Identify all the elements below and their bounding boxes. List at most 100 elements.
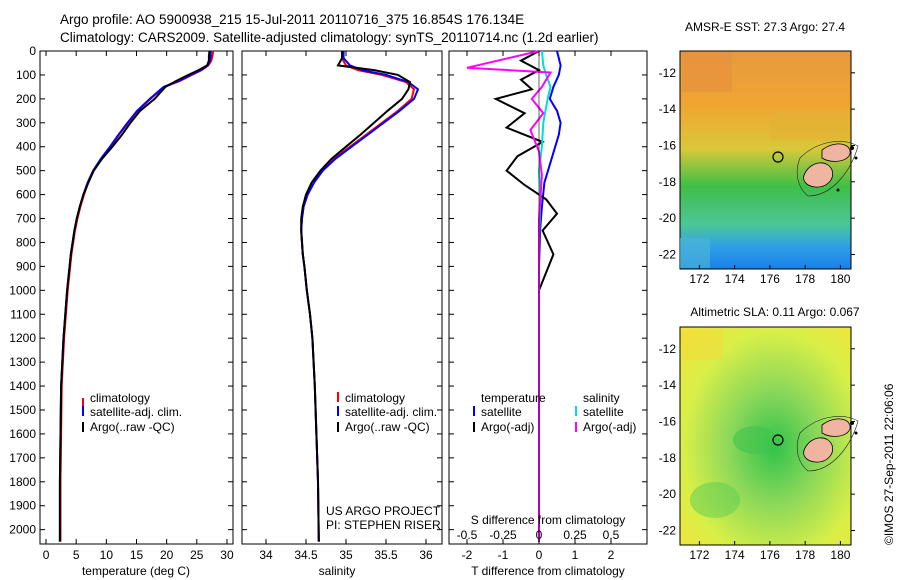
salinity-x-ticks: 34 34.5 35 35.5 36 <box>259 51 433 562</box>
figure-title-line2: Climatology: CARS2009. Satellite-adjuste… <box>60 30 599 45</box>
x-tick-label: 15 <box>130 548 144 562</box>
temperature-x-label: temperature (deg C) <box>82 564 190 578</box>
credit-text: US ARGO PROJECT <box>326 504 441 518</box>
map-lat-label: -16 <box>659 414 677 428</box>
depth-axis-ticks: 0 100 200 300 400 500 600 700 800 900 1000 1100 1200… <box>9 44 233 537</box>
x-tick-label: 20 <box>160 548 174 562</box>
depth-tick-label: 1300 <box>9 355 36 369</box>
map-lat-label: -12 <box>659 66 677 80</box>
map-lat-label: -20 <box>659 211 677 225</box>
map-lat-label: -22 <box>659 247 677 261</box>
x-tick-label: -2 <box>462 548 473 562</box>
depth-tick-label: 1500 <box>9 403 36 417</box>
legend-climatology-label: climatology <box>90 391 150 405</box>
small-island <box>836 188 840 192</box>
sst-warm-patch <box>682 52 732 92</box>
argo-location-marker <box>772 434 784 446</box>
vanua-levu-island <box>821 418 851 437</box>
sla-map-title: Altimetric SLA: 0.11 Argo: 0.067 <box>690 305 860 319</box>
x-tick-label: -1 <box>498 548 509 562</box>
series-line-argo <box>300 51 412 542</box>
depth-tick-label: 1400 <box>9 379 36 393</box>
map-lon-label: 174 <box>725 548 745 562</box>
x-tick-label: 10 <box>100 548 114 562</box>
map-lat-label: -20 <box>659 487 677 501</box>
depth-tick-label: 1000 <box>9 283 36 297</box>
vanua-levu-island <box>821 143 851 162</box>
map-lon-label: 176 <box>760 548 780 562</box>
x-tick-label: 30 <box>220 548 234 562</box>
sla-map-panel: Altimetric SLA: 0.11 Argo: 0.067 172 174 1… <box>659 305 860 562</box>
s-tick-label: 0.5 <box>603 528 620 542</box>
x-tick-label: 0 <box>536 548 543 562</box>
sla-low-patch <box>733 426 777 454</box>
depth-tick-label: 1700 <box>9 451 36 465</box>
legend-temperature-title: temperature <box>481 391 546 405</box>
sla-map-axes: 172 174 176 178 180 -12 -14 -16 -18 -20 -22 <box>659 342 855 562</box>
depth-tick-label: 1600 <box>9 427 36 441</box>
legend-t-satellite-label: satellite <box>481 405 522 419</box>
x-tick-label: 34.5 <box>294 548 318 562</box>
legend-argo-label: Argo(..raw -QC) <box>345 420 430 434</box>
legend-climatology-label: climatology <box>345 391 405 405</box>
map-lon-label: 176 <box>760 272 780 286</box>
s-tick-label: -0.25 <box>489 528 517 542</box>
depth-tick-label: 400 <box>16 140 36 154</box>
legend-t-argo-label: Argo(-adj) <box>481 420 534 434</box>
x-tick-label: 36 <box>419 548 433 562</box>
series-line-argo <box>58 50 211 542</box>
x-tick-label: 5 <box>73 548 80 562</box>
sst-map-panel: AMSR-E SST: 27.3 Argo: 27.4 172 174 176 178… <box>659 20 859 286</box>
temperature-x-ticks: 0 5 10 15 20 25 30 <box>43 51 234 562</box>
legend-salinity-title: salinity <box>583 391 620 405</box>
depth-tick-label: 700 <box>16 212 36 226</box>
t-difference-x-label: T difference from climatology <box>471 564 625 578</box>
x-tick-label: 1 <box>572 548 579 562</box>
sst-cool-patch <box>680 238 710 268</box>
salinity-panel: 34 34.5 35 35.5 36 salinity climatology sate… <box>241 50 443 578</box>
depth-tick-label: 100 <box>16 68 36 82</box>
sst-warm-patch <box>770 110 850 140</box>
legend-satellite-label: satellite-adj. clim. <box>90 405 182 419</box>
sst-map-title: AMSR-E SST: 27.3 Argo: 27.4 <box>685 20 845 34</box>
timestamp-text: ©IMOS 27-Sep-2011 22:06:06 <box>882 383 896 545</box>
depth-tick-label: 800 <box>16 235 36 249</box>
salinity-y-ticks <box>242 50 442 531</box>
fiji-contour <box>796 141 859 197</box>
depth-tick-label: 200 <box>16 92 36 106</box>
map-lat-label: -12 <box>659 342 677 356</box>
map-lon-label: 178 <box>795 548 815 562</box>
series-line-t-argo <box>492 50 559 542</box>
salinity-x-label: salinity <box>319 564 356 578</box>
difference-y-ticks <box>449 50 647 531</box>
depth-tick-label: 500 <box>16 164 36 178</box>
viti-levu-island <box>803 162 833 188</box>
temperature-legend: climatology satellite-adj. clim. Argo(..… <box>82 391 182 434</box>
legend-argo-label: Argo(..raw -QC) <box>90 420 175 434</box>
depth-tick-label: 0 <box>29 44 36 58</box>
difference-x-ticks: -2 -1 0 1 2-0.5 -0.25 0 0.25 0.5 <box>457 51 620 562</box>
x-tick-label: 2 <box>608 548 615 562</box>
x-tick-label: 35 <box>339 548 353 562</box>
depth-tick-label: 1100 <box>10 307 36 321</box>
depth-tick-label: 2000 <box>9 523 36 537</box>
x-tick-label: 34 <box>259 548 273 562</box>
map-lat-label: -14 <box>659 378 677 392</box>
depth-tick-label: 1900 <box>9 499 36 513</box>
sst-map-axes: 172 174 176 178 180 -12 -14 -16 -18 -20 -22 <box>659 66 855 286</box>
temperature-series-lines <box>58 50 215 542</box>
map-lon-label: 178 <box>795 272 815 286</box>
depth-tick-label: 900 <box>16 259 36 273</box>
sla-low-patch <box>690 482 740 518</box>
fiji-islands <box>796 416 859 472</box>
small-island <box>850 146 854 150</box>
sla-high-patch <box>682 330 722 360</box>
salinity-legend: climatology satellite-adj. clim. Argo(..… <box>337 391 437 434</box>
figure-title-line1: Argo profile: AO 5900938_215 15-Jul-2011… <box>60 12 524 27</box>
viti-levu-island <box>803 437 833 463</box>
s-difference-label: S difference from climatology <box>471 513 626 527</box>
map-lon-label: 172 <box>689 272 709 286</box>
small-island <box>854 431 858 435</box>
fiji-islands <box>796 141 859 197</box>
